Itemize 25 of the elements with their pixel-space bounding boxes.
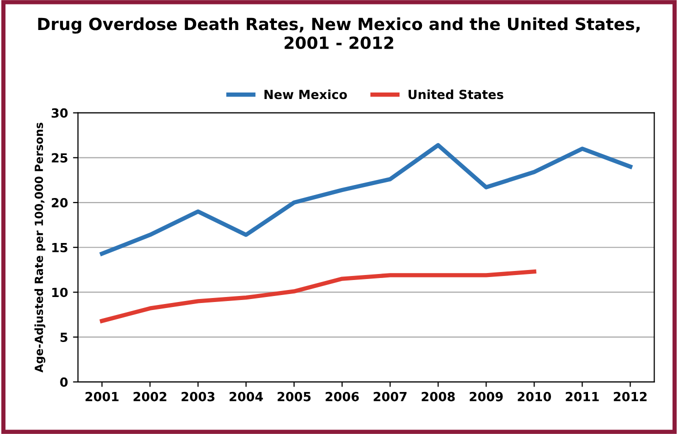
x-tick-label: 2001 — [86, 392, 119, 402]
y-tick-label: 10 — [52, 288, 68, 298]
x-tick-label: 2006 — [326, 392, 359, 402]
y-tick-label: 15 — [52, 243, 68, 252]
x-tick-label: 2009 — [470, 392, 503, 402]
x-tick-label: 2010 — [518, 392, 552, 402]
line-series — [100, 143, 632, 256]
y-tick-label: 25 — [52, 153, 68, 163]
legend-label: New Mexico — [264, 89, 347, 100]
x-tick-label: 2012 — [614, 392, 647, 402]
x-tick-label: 2003 — [182, 392, 214, 402]
y-tick-label: 5 — [60, 332, 68, 342]
x-tick-label: 2011 — [566, 392, 599, 402]
y-tick-label: 30 — [52, 108, 68, 118]
x-tick-label: 2002 — [134, 392, 166, 402]
y-tick-label: 20 — [52, 198, 68, 208]
line-series — [100, 270, 536, 324]
x-tick-label: 2008 — [422, 392, 455, 402]
y-axis-title: Age-Adjusted Rate per 100,000 Persons — [34, 122, 46, 372]
chart-title: Drug Overdose Death Rates, New Mexico and the United States, 2001 - 2012 — [38, 17, 640, 50]
x-tick-label: 2005 — [278, 392, 311, 402]
legend-label: United States — [408, 89, 504, 100]
x-tick-label: 2007 — [374, 392, 407, 402]
x-tick-label: 2004 — [230, 392, 263, 402]
y-tick-label: 0 — [60, 377, 68, 387]
